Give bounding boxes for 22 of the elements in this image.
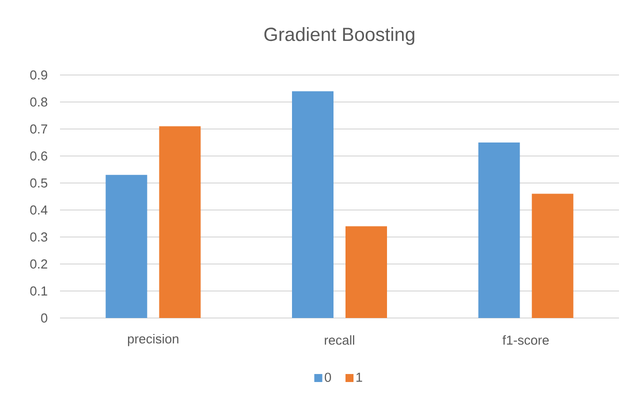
y-tick-label: 0.1: [30, 286, 48, 296]
y-tick-label: 0: [41, 313, 48, 323]
y-tick-label: 0.5: [30, 178, 48, 188]
bar: [532, 194, 574, 318]
x-tick-label: precision: [128, 334, 178, 346]
x-tick-label: f1-score: [502, 335, 549, 345]
y-tick-label: 0.7: [30, 124, 48, 134]
y-tick-label: 0.2: [30, 259, 48, 269]
bar: [478, 142, 520, 318]
chart-title: Gradient Boosting: [264, 27, 414, 45]
y-tick-label: 0.3: [30, 232, 48, 242]
y-tick-label: 0.4: [30, 205, 48, 215]
legend-label: 0: [324, 372, 331, 382]
legend-label: 1: [356, 372, 362, 382]
bar: [346, 226, 388, 318]
bar: [106, 174, 148, 318]
y-tick-label: 0.9: [30, 70, 48, 80]
bar: [159, 126, 201, 318]
y-tick-label: 0.8: [30, 97, 48, 107]
x-tick-label: recall: [324, 335, 354, 345]
y-tick-label: 0.6: [30, 151, 48, 161]
bar: [292, 91, 334, 318]
